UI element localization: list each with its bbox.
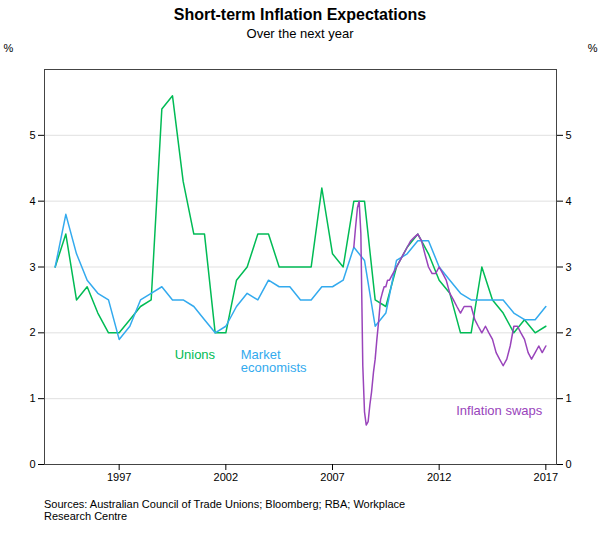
html-text:Over the next year: Over the next year — [246, 26, 354, 41]
svg-text:1: 1 — [29, 392, 35, 404]
html-text:Short-term Inflation Expectati: Short-term Inflation Expectations — [173, 6, 427, 23]
svg-text:2: 2 — [29, 326, 35, 338]
svg-text:2: 2 — [566, 326, 572, 338]
svg-text:0: 0 — [29, 458, 35, 470]
svg-text:2007: 2007 — [320, 471, 344, 483]
html-text:Sources: Australian Council of: Sources: Australian Council of Trade Uni… — [44, 498, 406, 522]
svg-text:%: % — [588, 42, 598, 54]
svg-text:3: 3 — [29, 261, 35, 273]
svg-text:4: 4 — [566, 195, 572, 207]
svg-text:0: 0 — [566, 458, 572, 470]
svg-text:4: 4 — [29, 195, 35, 207]
svg-text:5: 5 — [566, 129, 572, 141]
svg-text:Unions: Unions — [175, 347, 216, 362]
svg-text:2012: 2012 — [427, 471, 451, 483]
svg-text:Marketeconomists: Marketeconomists — [241, 347, 307, 375]
svg-text:1997: 1997 — [107, 471, 131, 483]
svg-text:2002: 2002 — [214, 471, 238, 483]
svg-text:%: % — [4, 42, 14, 54]
svg-text:5: 5 — [29, 129, 35, 141]
svg-text:Inflation swaps: Inflation swaps — [456, 403, 542, 418]
svg-text:1: 1 — [566, 392, 572, 404]
svg-text:2017: 2017 — [534, 471, 558, 483]
svg-text:3: 3 — [566, 261, 572, 273]
